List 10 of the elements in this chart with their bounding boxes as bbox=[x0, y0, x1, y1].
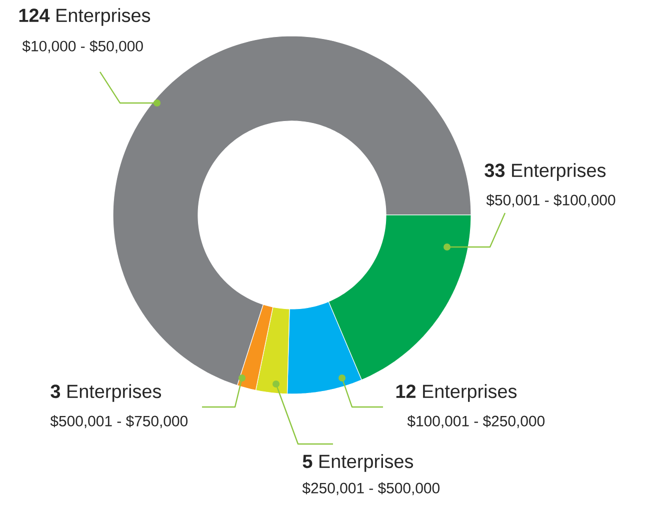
data-label: 12 Enterprises bbox=[396, 384, 517, 402]
slice-label: $500,001 - $750,000 bbox=[50, 415, 188, 428]
data-label: 33 Enterprises bbox=[484, 163, 606, 181]
slice-label: $10,000 - $50,000 bbox=[22, 40, 143, 54]
slice-label: $50,001 - $100,000 bbox=[486, 194, 616, 208]
data-label: 124 Enterprises bbox=[19, 8, 150, 26]
slice-label: $250,001 - $500,000 bbox=[302, 482, 440, 496]
data-label: 3 Enterprises bbox=[50, 384, 162, 402]
data-label: 5 Enterprises bbox=[302, 454, 414, 472]
slice-label: $100,001 - $250,000 bbox=[407, 415, 545, 428]
